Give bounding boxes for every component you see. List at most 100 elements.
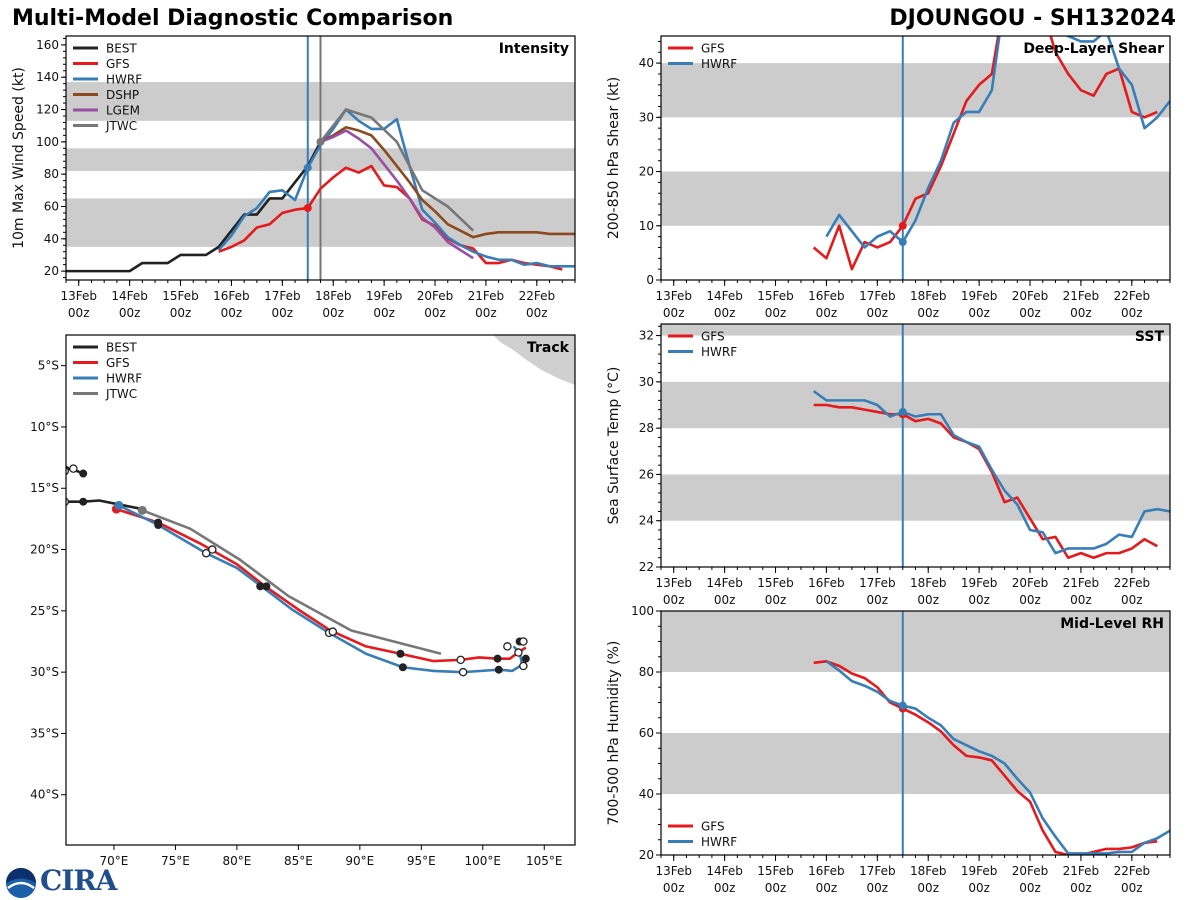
track-marker-00z (398, 663, 407, 672)
track-marker-12z (69, 464, 78, 473)
x-tick-label-hour: 00z (867, 593, 889, 607)
y-tick-label: 25°S (30, 604, 59, 618)
x-tick-label-hour: 00z (968, 881, 990, 895)
x-tick-label-hour: 00z (221, 306, 243, 320)
x-tick-label-hour: 00z (1019, 593, 1041, 607)
legend-label: HWRF (106, 372, 142, 386)
x-tick-label-date: 20Feb (1012, 289, 1049, 303)
x-tick-label-hour: 00z (714, 593, 736, 607)
x-tick-label-hour: 00z (1070, 881, 1092, 895)
axes-frame (660, 323, 1171, 568)
series-line-hwrf (118, 504, 524, 674)
y-tick-label: 35°S (30, 726, 59, 740)
land-mass (492, 335, 575, 386)
y-tick-label: 20 (44, 264, 59, 278)
y-tick-label: 140 (36, 70, 59, 84)
x-tick-label: 90°E (345, 854, 374, 868)
x-tick-label-date: 21Feb (1063, 864, 1100, 878)
x-tick-label: 70°E (100, 854, 129, 868)
x-tick-label-hour: 00z (1121, 881, 1143, 895)
track-marker-00z (262, 582, 271, 591)
y-tick-label: 20°S (30, 543, 59, 557)
page-title: Multi-Model Diagnostic Comparison (12, 6, 454, 31)
series-line-gfs (116, 507, 527, 663)
x-tick-label-date: 20Feb (417, 289, 454, 303)
x-tick-label-hour: 00z (663, 593, 685, 607)
y-tick-label: 15°S (30, 481, 59, 495)
series-line-gfs (812, 36, 1158, 271)
x-tick-label-hour: 00z (424, 306, 446, 320)
current-marker-hwrf (898, 407, 907, 416)
x-tick-label-date: 14Feb (706, 864, 743, 878)
x-tick-label-hour: 00z (1121, 593, 1143, 607)
x-tick-label-date: 21Feb (1063, 576, 1100, 590)
track-marker-12z (519, 661, 528, 671)
x-tick-label-hour: 00z (1019, 306, 1041, 320)
x-tick-label-hour: 00z (119, 306, 141, 320)
track-marker-00z (396, 649, 405, 658)
x-tick-label-date: 16Feb (213, 289, 250, 303)
legend-item-lgem: LGEM (73, 104, 140, 118)
chart-rh: 20 40 60 80 100 13Feb 00z 14Feb 00z 15Feb 00z 16Feb… (606, 604, 1171, 895)
y-tick-label: 5°S (38, 359, 59, 373)
current-marker-hwrf (303, 163, 312, 172)
x-tick-label-hour: 00z (917, 881, 939, 895)
legend-label: BEST (106, 42, 137, 56)
plot-area (661, 611, 1170, 855)
x-tick-label-hour: 00z (272, 306, 294, 320)
x-tick-label-date: 15Feb (757, 289, 794, 303)
x-tick-label-hour: 00z (1121, 306, 1143, 320)
x-tick-label-date: 22Feb (1114, 289, 1151, 303)
y-tick-label: 100 (36, 135, 59, 149)
y-tick-label: 10 (639, 219, 654, 233)
threshold-band (661, 611, 1170, 672)
x-tick-label-date: 22Feb (1114, 576, 1151, 590)
legend-label: LGEM (106, 104, 140, 118)
x-tick-label: 80°E (222, 854, 251, 868)
y-tick-label: 10°S (30, 420, 59, 434)
x-tick-label-date: 13Feb (655, 864, 692, 878)
track-marker-00z (256, 582, 265, 591)
track-marker-12z (519, 637, 528, 646)
series-line-lgem (320, 129, 474, 260)
x-tick-label-hour: 00z (1070, 593, 1092, 607)
x-tick-label-hour: 00z (663, 306, 685, 320)
x-tick-label-date: 18Feb (910, 289, 947, 303)
x-tick-label-hour: 00z (917, 593, 939, 607)
x-tick-label-date: 18Feb (910, 576, 947, 590)
noaa-gull (7, 881, 35, 890)
x-tick-label-date: 21Feb (468, 289, 505, 303)
x-tick-label-hour: 00z (867, 306, 889, 320)
panel-title: Mid-Level RH (1060, 616, 1164, 632)
threshold-band (661, 474, 1170, 521)
panel-title: Track (527, 340, 570, 356)
track-start-jtwc (137, 505, 147, 515)
x-tick-label-date: 19Feb (961, 289, 998, 303)
x-tick-label-hour: 00z (526, 306, 548, 320)
y-tick-label: 80 (639, 665, 654, 679)
x-tick-label-date: 19Feb (961, 576, 998, 590)
series-line-gfs (218, 164, 563, 271)
legend-item-gfs: GFS (668, 42, 725, 56)
track-marker-00z (79, 497, 88, 506)
x-tick-label-date: 16Feb (808, 576, 845, 590)
x-tick-label-date: 19Feb (961, 864, 998, 878)
x-tick-label-date: 22Feb (1114, 864, 1151, 878)
track-marker-12z (208, 545, 217, 554)
legend-item-jtwc: JTWC (73, 387, 137, 401)
x-tick-label-date: 19Feb (366, 289, 403, 303)
plot-area (661, 36, 1170, 280)
threshold-band (661, 63, 1170, 118)
y-tick-label: 40°S (30, 788, 59, 802)
current-marker-jtwc (316, 137, 325, 146)
y-tick-label: 60 (44, 199, 59, 213)
axes-frame (65, 334, 576, 846)
y-tick-label: 32 (639, 329, 654, 343)
x-tick-label-hour: 00z (1019, 881, 1041, 895)
x-tick-label-date: 14Feb (706, 576, 743, 590)
track-marker-12z (514, 648, 523, 657)
y-tick-label: 80 (44, 167, 59, 181)
x-tick-label-date: 16Feb (808, 289, 845, 303)
x-tick-label-date: 18Feb (910, 864, 947, 878)
x-tick-label-hour: 00z (373, 306, 395, 320)
